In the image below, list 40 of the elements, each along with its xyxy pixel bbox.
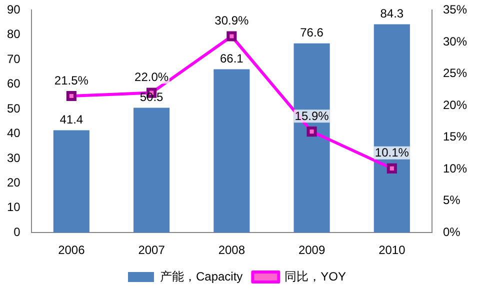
y-tick-label: 40 xyxy=(6,126,21,140)
y-tick-label: 60 xyxy=(6,76,21,91)
x-tick-label: 2007 xyxy=(138,243,166,258)
data-label: 41.4 xyxy=(60,112,84,127)
y-tick-label: 90 xyxy=(6,2,21,17)
data-label: 76.6 xyxy=(300,26,324,40)
y2-tick-label: 35% xyxy=(442,2,468,17)
y2-tick-label: 10% xyxy=(442,161,468,176)
data-label: 50.5 xyxy=(140,90,164,104)
x-tick-label: 2009 xyxy=(298,243,326,258)
y2-tick-label: 25% xyxy=(442,66,468,80)
legend-label: 产能，Capacity xyxy=(160,269,243,284)
y-tick-label: 20 xyxy=(6,175,21,190)
legend-label: 同比，YOY xyxy=(284,269,346,284)
data-label: 30.9% xyxy=(214,14,250,28)
x-tick-label: 2008 xyxy=(218,243,246,258)
y2-tick-label: 15% xyxy=(442,130,468,144)
data-label: 66.1 xyxy=(220,52,244,66)
bar xyxy=(374,24,410,233)
y-tick-label: 30 xyxy=(6,150,21,165)
data-label: 10.1% xyxy=(374,146,410,160)
x-tick-label: 2010 xyxy=(378,243,406,258)
bar xyxy=(294,43,330,233)
bar xyxy=(53,130,90,233)
data-label: 22.0% xyxy=(134,70,169,84)
y2-tick-label: 0% xyxy=(442,224,461,239)
y-tick-label: 0 xyxy=(14,224,21,239)
y-tick-label: 50 xyxy=(6,101,21,116)
y2-tick-label: 20% xyxy=(442,98,468,112)
y-tick-label: 10 xyxy=(6,200,21,214)
y-tick-label: 80 xyxy=(6,27,21,42)
y2-tick-label: 5% xyxy=(442,193,461,208)
bar xyxy=(134,108,170,233)
data-label: 84.3 xyxy=(380,6,404,21)
y2-tick-label: 30% xyxy=(442,34,468,48)
bar xyxy=(214,69,250,233)
data-label: 15.9% xyxy=(294,108,330,123)
x-tick-label: 2006 xyxy=(58,243,86,258)
data-label: 21.5% xyxy=(54,73,89,88)
y-tick-label: 70 xyxy=(6,52,21,66)
